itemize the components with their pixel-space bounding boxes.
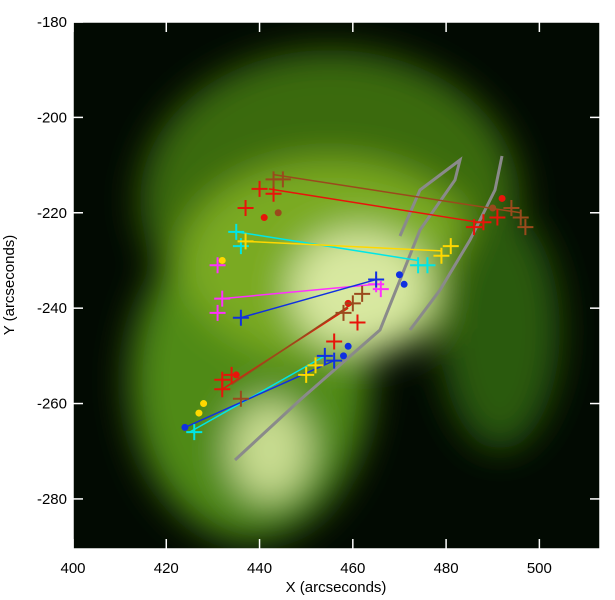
track-line [236,231,419,262]
cross-marker [475,214,492,231]
cross-marker [335,304,352,321]
cross-marker [419,257,436,274]
x-axis-label: X (arcseconds) [286,579,387,596]
dot-marker [344,342,352,350]
y-tick-label: -280 [37,491,67,508]
y-tick-label: -180 [37,14,67,31]
overlay [181,171,534,441]
cross-marker [298,366,315,383]
y-axis-label: Y (arcseconds) [1,235,18,336]
dot-marker [200,400,208,408]
x-tick-label: 420 [154,560,179,577]
cross-marker [344,295,361,312]
dot-marker [181,423,189,431]
x-tick-label: 460 [340,560,365,577]
y-tick-label: -220 [37,205,67,222]
cross-marker [186,424,203,441]
track-line [184,359,335,429]
x-tick-label: 480 [434,560,459,577]
cross-marker [307,357,324,374]
cross-marker [517,219,534,236]
dot-marker [274,209,282,217]
dot-marker [260,214,268,222]
x-tick-label: 500 [527,560,552,577]
cross-marker [228,223,245,240]
cross-marker [214,290,231,307]
cross-marker [209,257,226,274]
cross-marker [274,171,291,188]
track-line [240,278,377,319]
dot-marker [218,256,226,264]
cross-marker [214,371,231,388]
cross-marker [503,200,520,216]
cross-marker [349,314,366,331]
y-tick-label: -260 [37,396,67,413]
cross-marker [316,347,333,364]
plot-frame [72,21,601,550]
cross-marker [512,209,529,226]
y-tick-label: -200 [37,109,67,126]
x-tick-label: 400 [60,560,85,577]
dot-marker [395,271,403,279]
cross-marker [442,238,459,255]
cross-marker [232,390,249,407]
cross-marker [237,200,254,216]
dot-marker [195,409,203,417]
dot-marker [498,194,506,202]
cross-marker [251,180,268,197]
track-line [189,355,326,433]
track-line [273,173,521,214]
dot-marker [232,371,240,379]
solar-image [73,22,600,549]
cross-marker [466,219,483,236]
cross-marker [237,233,254,250]
cross-marker [489,209,506,226]
cross-marker [265,185,282,202]
x-tick-label: 440 [247,560,272,577]
track-line [245,240,442,252]
cross-marker [433,247,450,264]
dot-marker [339,352,347,360]
cross-marker [326,352,343,369]
cross-marker [354,285,371,302]
track-line [268,188,479,224]
y-tick-label: -240 [37,300,67,317]
track-line [231,302,354,386]
cross-marker [209,304,226,321]
cross-marker [326,333,343,350]
dot-marker [489,204,497,212]
cross-marker [368,271,385,288]
cross-marker [372,281,389,298]
dot-marker [400,280,408,288]
cross-marker [232,309,249,326]
